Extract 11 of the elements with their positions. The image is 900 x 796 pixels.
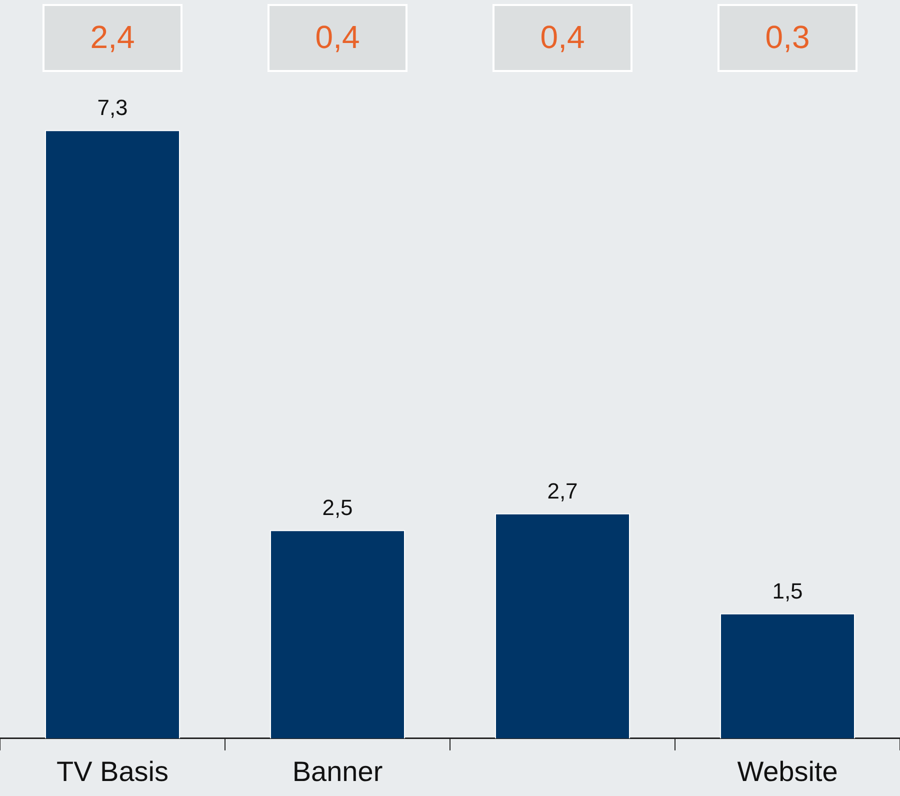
data-label: 2,5 (322, 495, 353, 520)
text: 0,3 (765, 18, 810, 55)
x-tick-label: Website (737, 756, 838, 787)
data-label: 2,7 (547, 478, 578, 504)
x-tick-label: TV Basis (56, 756, 169, 787)
text: 2,4 (90, 18, 135, 55)
data-label: 7,3 (97, 95, 128, 120)
text: 0,4 (540, 18, 585, 55)
text: 0,4 (315, 18, 360, 55)
data-label: 1,5 (772, 578, 803, 604)
x-tick-label: Banner (292, 756, 383, 787)
